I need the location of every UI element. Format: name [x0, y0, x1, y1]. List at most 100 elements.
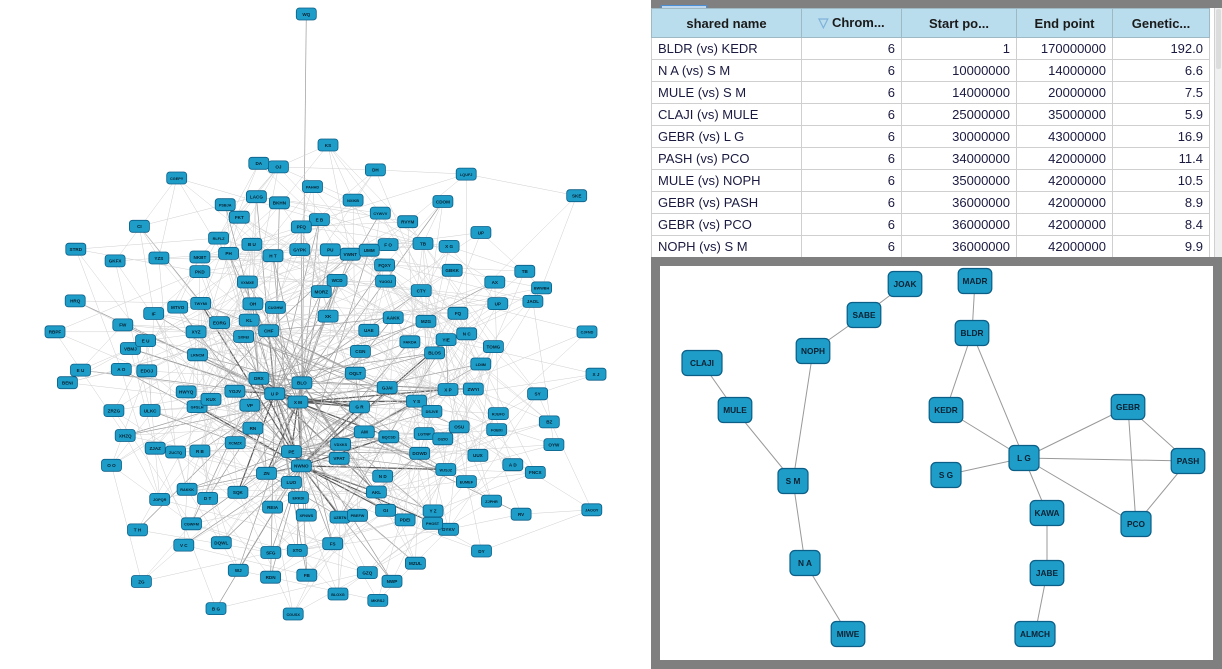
svg-text:NWNO: NWNO	[294, 464, 309, 469]
svg-text:BLDR: BLDR	[960, 328, 983, 338]
svg-text:PASH: PASH	[1177, 456, 1199, 466]
svg-text:VPAT: VPAT	[333, 456, 345, 461]
svg-text:LQUFJ: LQUFJ	[460, 173, 472, 177]
svg-text:PHOST: PHOST	[426, 522, 440, 526]
svg-text:ULKC: ULKC	[144, 408, 157, 413]
svg-text:S M: S M	[786, 476, 801, 486]
svg-text:UAE: UAE	[364, 328, 374, 333]
svg-text:DA: DA	[255, 161, 262, 166]
svg-text:JAOL: JAOL	[527, 299, 539, 304]
svg-text:YIE: YIE	[442, 337, 449, 342]
svg-text:XK: XK	[325, 314, 332, 319]
svg-text:G R: G R	[355, 405, 364, 410]
svg-text:DY: DY	[478, 549, 484, 554]
svg-text:WJ: WJ	[235, 568, 242, 573]
svg-text:HWYQ: HWYQ	[179, 390, 194, 395]
svg-text:CGN: CGN	[355, 349, 366, 354]
svg-text:GEBR: GEBR	[1116, 402, 1140, 412]
svg-text:XTO: XTO	[293, 548, 303, 553]
svg-text:PFQ: PFQ	[297, 225, 307, 230]
svg-text:NWP: NWP	[387, 579, 398, 584]
svg-text:VBMJ: VBMJ	[124, 346, 137, 351]
svg-text:RVYM: RVYM	[401, 220, 414, 225]
svg-text:LRNCM: LRNCM	[191, 354, 205, 358]
svg-text:FNCX: FNCX	[529, 470, 542, 475]
svg-text:UUX: UUX	[473, 453, 484, 458]
svg-text:ZJAZ: ZJAZ	[149, 446, 161, 451]
svg-text:CUGHW: CUGHW	[268, 306, 283, 310]
svg-text:B U: B U	[248, 242, 257, 247]
svg-text:TB: TB	[522, 269, 529, 274]
svg-text:RJUFO: RJUFO	[492, 412, 505, 416]
svg-text:SABE: SABE	[852, 310, 876, 320]
svg-text:SKE: SKE	[572, 194, 581, 199]
svg-text:ERKDI: ERKDI	[292, 496, 304, 500]
svg-text:GI: GI	[383, 508, 388, 513]
svg-text:AKL: AKL	[372, 490, 382, 495]
svg-text:CDOM: CDOM	[436, 199, 450, 204]
svg-text:A O: A O	[117, 367, 125, 372]
svg-text:UZBTN: UZBTN	[334, 516, 347, 520]
svg-text:REIA: REIA	[267, 505, 279, 510]
svg-text:KL: KL	[246, 318, 252, 323]
svg-text:T H: T H	[134, 528, 142, 533]
svg-text:XFNWS: XFNWS	[299, 514, 313, 518]
svg-text:KEDR: KEDR	[934, 405, 958, 415]
svg-text:MKRSJ: MKRSJ	[371, 599, 384, 603]
svg-text:LGTNP: LGTNP	[418, 432, 431, 436]
svg-text:TB: TB	[420, 241, 427, 246]
svg-text:PE: PE	[288, 449, 294, 454]
svg-text:ALMCH: ALMCH	[1020, 629, 1050, 639]
svg-text:BQCSD: BQCSD	[382, 436, 396, 440]
svg-text:NXIKB: NXIKB	[347, 199, 359, 203]
svg-text:MORZ: MORZ	[315, 289, 329, 294]
svg-text:WCD: WCD	[332, 278, 344, 283]
svg-text:NKBT: NKBT	[194, 255, 207, 260]
svg-text:N D: N D	[379, 474, 388, 479]
svg-text:BZ: BZ	[546, 420, 552, 425]
svg-text:OQLT: OQLT	[349, 371, 362, 376]
svg-text:CLAJI: CLAJI	[690, 358, 714, 368]
svg-text:DSJVE: DSJVE	[426, 410, 439, 414]
svg-text:BWWBH: BWWBH	[534, 287, 550, 291]
svg-text:GJAI: GJAI	[382, 385, 393, 390]
svg-text:MZUL: MZUL	[409, 561, 422, 566]
svg-text:AM: AM	[361, 430, 368, 435]
svg-text:WQ: WQ	[302, 12, 310, 17]
svg-text:GYPK: GYPK	[293, 247, 307, 252]
svg-text:PDEI: PDEI	[400, 518, 411, 523]
svg-text:S G: S G	[939, 470, 953, 480]
svg-text:CYWVV: CYWVV	[373, 212, 387, 216]
svg-text:ZG: ZG	[138, 579, 145, 584]
svg-text:AAKK: AAKK	[387, 315, 401, 320]
svg-text:PSBJA: PSBJA	[219, 204, 232, 208]
svg-text:D T: D T	[204, 496, 212, 501]
svg-text:KUX: KUX	[206, 397, 217, 402]
svg-text:SFG: SFG	[266, 550, 276, 555]
svg-text:MZG: MZG	[421, 319, 432, 324]
svg-text:L G: L G	[1017, 453, 1031, 463]
svg-text:LDIIM: LDIIM	[476, 363, 486, 367]
svg-text:JABE: JABE	[1036, 568, 1059, 578]
svg-text:ZJPHR: ZJPHR	[485, 500, 498, 504]
svg-text:RN: RN	[250, 426, 257, 431]
svg-text:CTY: CTY	[417, 288, 426, 293]
svg-text:IF: IF	[152, 311, 156, 316]
svg-text:DQWL: DQWL	[214, 541, 228, 546]
svg-text:PBEFW: PBEFW	[351, 514, 365, 518]
svg-text:E B: E B	[316, 217, 324, 222]
svg-text:TOMG: TOMG	[487, 344, 501, 349]
svg-text:FKT: FKT	[235, 215, 244, 220]
svg-text:ZUCTQ: ZUCTQ	[169, 451, 182, 455]
svg-text:SQK: SQK	[233, 490, 244, 495]
svg-text:YOJV: YOJV	[229, 389, 242, 394]
svg-text:XCMZX: XCMZX	[229, 441, 243, 445]
svg-text:E U: E U	[142, 338, 150, 343]
svg-text:PH: PH	[225, 251, 232, 256]
svg-text:VXMXE: VXMXE	[241, 281, 255, 285]
svg-text:DRX: DRX	[254, 376, 265, 381]
svg-text:DOWD: DOWD	[412, 451, 427, 456]
svg-text:X P: X P	[444, 387, 451, 392]
svg-text:CHF: CHF	[264, 329, 274, 334]
svg-text:A D: A D	[509, 463, 517, 468]
